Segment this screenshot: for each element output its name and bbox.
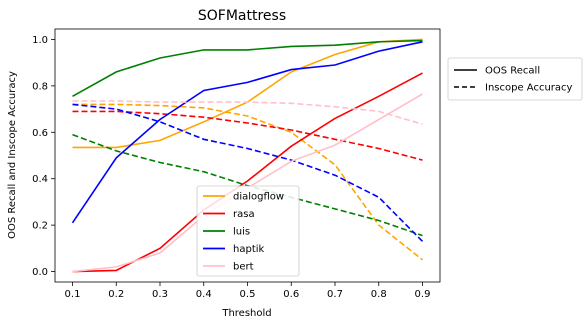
x-tick-label: 0.6 bbox=[283, 289, 299, 300]
series-line-dialogflow-oos-recall bbox=[72, 38, 423, 149]
series-line-dialogflow-inscope-accuracy bbox=[72, 103, 423, 261]
x-tick-label: 0.3 bbox=[152, 289, 168, 300]
x-tick-label: 0.4 bbox=[196, 289, 212, 300]
y-tick-label: 1.0 bbox=[32, 35, 48, 46]
y-tick-label: 0.2 bbox=[32, 221, 48, 232]
line-style-legend: OOS Recall Inscope Accuracy bbox=[447, 57, 583, 101]
x-tick-label: 0.7 bbox=[327, 289, 343, 300]
x-axis-label: Threshold bbox=[221, 308, 271, 319]
y-tick-label: 0.8 bbox=[32, 81, 48, 92]
x-tick-label: 0.1 bbox=[65, 289, 81, 300]
x-tick-label: 0.2 bbox=[108, 289, 124, 300]
legend-label-rasa: rasa bbox=[233, 209, 255, 220]
y-tick-label: 0.4 bbox=[32, 174, 48, 185]
line-style-legend-box bbox=[447, 57, 583, 101]
series-legend-box bbox=[196, 185, 300, 277]
series-line-luis-oos-recall bbox=[72, 39, 423, 97]
series-line-haptik-oos-recall bbox=[71, 41, 423, 224]
legend-label-haptik: haptik bbox=[233, 244, 265, 255]
y-axis: 0.0 0.2 0.4 0.6 0.8 1.0 bbox=[32, 35, 55, 278]
x-tick-label: 0.8 bbox=[371, 289, 387, 300]
x-axis: 0.1 0.2 0.3 0.4 0.5 0.6 0.7 0.8 0.9 bbox=[65, 282, 431, 300]
y-tick-label: 0.0 bbox=[32, 267, 48, 278]
legend-label-luis: luis bbox=[233, 227, 250, 238]
x-tick-label: 0.9 bbox=[415, 289, 431, 300]
style-legend-label: Inscope Accuracy bbox=[485, 83, 573, 94]
style-legend-label: OOS Recall bbox=[485, 66, 540, 77]
series-line-rasa-inscope-accuracy bbox=[72, 110, 423, 161]
series-legend: dialogflow rasa luis haptik bert bbox=[196, 185, 300, 277]
y-tick-label: 0.6 bbox=[32, 128, 48, 139]
legend-label-bert: bert bbox=[233, 262, 254, 273]
series-line-haptik-inscope-accuracy bbox=[72, 103, 424, 242]
y-axis-label: OOS Recall and Inscope Accuracy bbox=[7, 71, 18, 239]
legend-label-dialogflow: dialogflow bbox=[233, 192, 284, 203]
x-tick-label: 0.5 bbox=[240, 289, 256, 300]
series-line-bert-inscope-accuracy bbox=[72, 100, 423, 125]
chart-title: SOFMattress bbox=[198, 8, 286, 24]
